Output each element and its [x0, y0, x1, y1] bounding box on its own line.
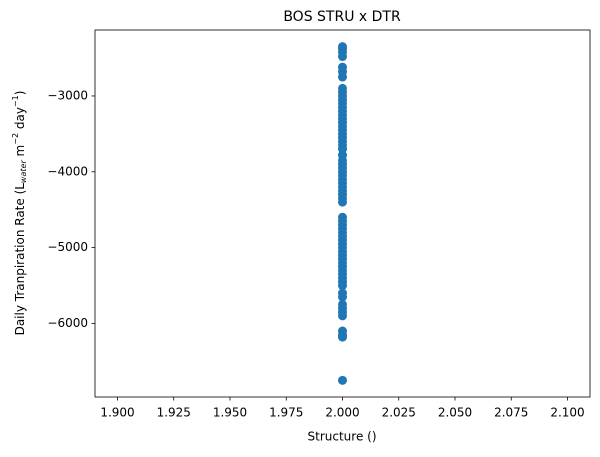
point — [338, 375, 347, 385]
y-label-part: −1 — [11, 95, 20, 107]
x-tick-label: 1.925 — [157, 406, 191, 420]
x-tick-label: 1.975 — [269, 406, 303, 420]
y-axis-label: Daily Tranpiration Rate (Lwater m−2 day−… — [11, 91, 28, 336]
plot-frame — [94, 29, 591, 398]
y-label-part: m — [13, 145, 27, 161]
x-tick-label: 1.950 — [213, 406, 247, 420]
y-label-part: water — [19, 160, 28, 184]
y-label-part: day — [13, 107, 27, 133]
x-axis-label: Structure () — [308, 430, 377, 444]
point — [338, 197, 347, 207]
point — [338, 72, 347, 82]
x-tick-label: 2.050 — [438, 406, 472, 420]
chart-title: BOS STRU x DTR — [283, 9, 401, 25]
x-tick-label: 2.025 — [382, 406, 416, 420]
point — [338, 52, 347, 62]
y-label-part: Daily Tranpiration Rate (L — [13, 183, 27, 336]
x-tick-label: 2.100 — [550, 406, 584, 420]
y-tick-label: −4000 — [47, 164, 88, 178]
point — [338, 292, 347, 302]
y-label-part: −2 — [11, 133, 20, 145]
point — [338, 311, 347, 321]
x-tick-label: 2.000 — [325, 406, 359, 420]
point — [338, 332, 347, 342]
y-label-part: ) — [13, 91, 27, 96]
y-tick-label: −5000 — [47, 240, 88, 254]
y-tick-label: −3000 — [47, 88, 88, 102]
x-tick-label: 2.075 — [494, 406, 528, 420]
point — [338, 281, 347, 291]
x-tick-label: 1.900 — [100, 406, 134, 420]
y-tick-label: −6000 — [47, 316, 88, 330]
